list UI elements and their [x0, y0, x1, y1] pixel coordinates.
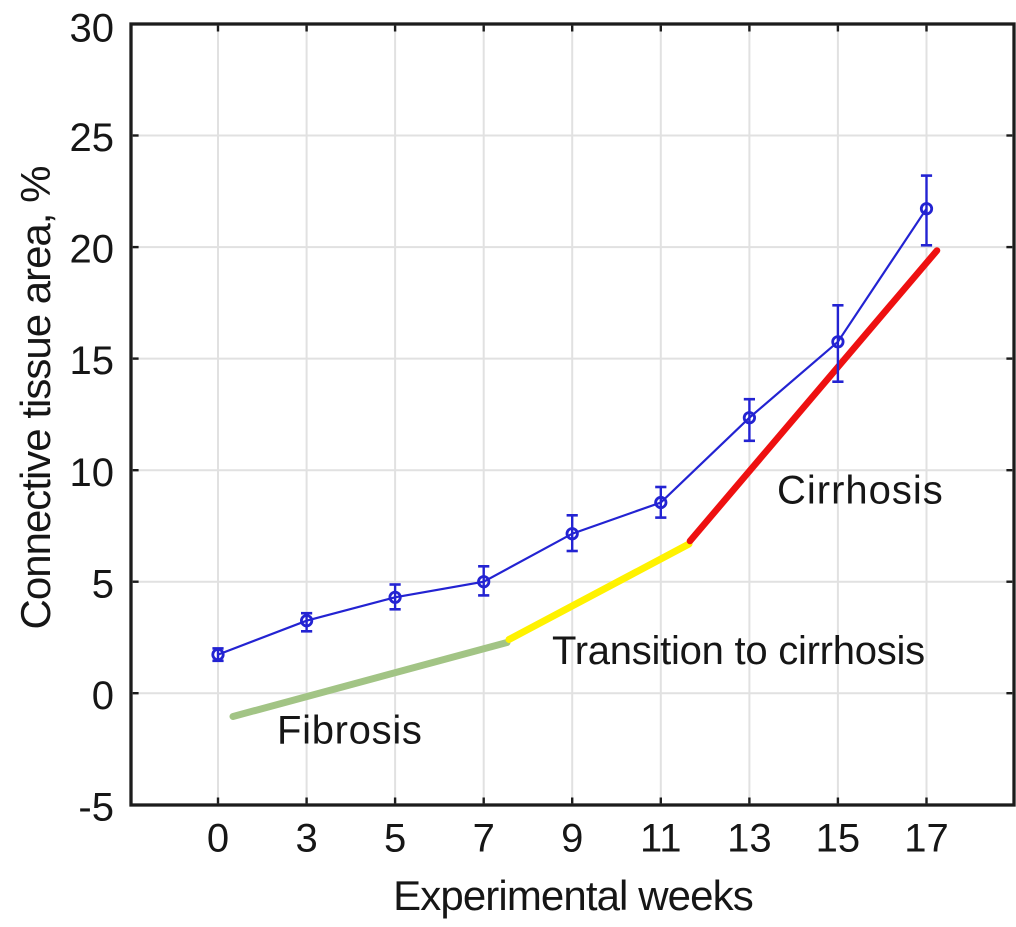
svg-text:13: 13 — [727, 817, 772, 861]
svg-text:0: 0 — [92, 674, 114, 718]
svg-text:Transition to cirrhosis: Transition to cirrhosis — [552, 629, 925, 673]
svg-text:9: 9 — [561, 817, 583, 861]
svg-text:Fibrosis: Fibrosis — [277, 708, 423, 752]
svg-text:20: 20 — [70, 228, 115, 272]
svg-text:11: 11 — [640, 817, 682, 861]
svg-text:5: 5 — [92, 562, 114, 606]
svg-text:Experimental weeks: Experimental weeks — [393, 872, 753, 919]
svg-text:0: 0 — [207, 817, 229, 861]
svg-text:15: 15 — [816, 817, 861, 861]
svg-text:15: 15 — [70, 339, 115, 383]
svg-text:10: 10 — [70, 451, 115, 495]
svg-text:3: 3 — [295, 817, 317, 861]
svg-text:Connective tissue area, %: Connective tissue area, % — [12, 167, 59, 630]
svg-text:5: 5 — [384, 817, 406, 861]
svg-text:25: 25 — [70, 116, 115, 160]
svg-text:7: 7 — [473, 817, 495, 861]
svg-text:Cirrhosis: Cirrhosis — [777, 468, 944, 512]
svg-text:-5: -5 — [78, 785, 114, 829]
svg-text:17: 17 — [904, 817, 949, 861]
svg-text:30: 30 — [70, 7, 115, 51]
